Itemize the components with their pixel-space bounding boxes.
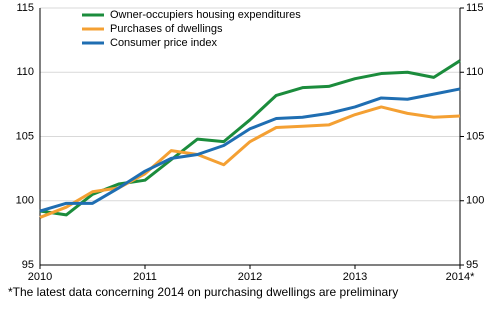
x-tick-label: 2013 — [343, 271, 367, 283]
legend-label: Purchases of dwellings — [110, 23, 223, 35]
x-tick-label: 2014* — [446, 271, 475, 283]
y-tick-label: 115 — [16, 2, 34, 14]
x-tick-label: 2011 — [133, 271, 157, 283]
y2-tick-label: 95 — [466, 259, 478, 271]
series-line — [39, 87, 461, 213]
legend-label: Owner-occupiers housing expenditures — [110, 9, 301, 21]
y-tick-label: 105 — [16, 130, 34, 142]
x-tick-label: 2010 — [28, 271, 52, 283]
x-tick-label: 2012 — [238, 271, 262, 283]
y-tick-label: 95 — [22, 259, 34, 271]
y-tick-label: 100 — [16, 195, 34, 207]
y2-tick-label: 115 — [466, 2, 484, 14]
series-line — [39, 105, 461, 219]
series-line — [39, 59, 461, 217]
footnote: *The latest data concerning 2014 on purc… — [8, 285, 398, 299]
legend-label: Consumer price index — [110, 37, 217, 49]
y2-tick-label: 105 — [466, 130, 484, 142]
y-tick-label: 110 — [16, 66, 34, 78]
y2-tick-label: 100 — [466, 195, 484, 207]
y2-tick-label: 110 — [466, 66, 484, 78]
